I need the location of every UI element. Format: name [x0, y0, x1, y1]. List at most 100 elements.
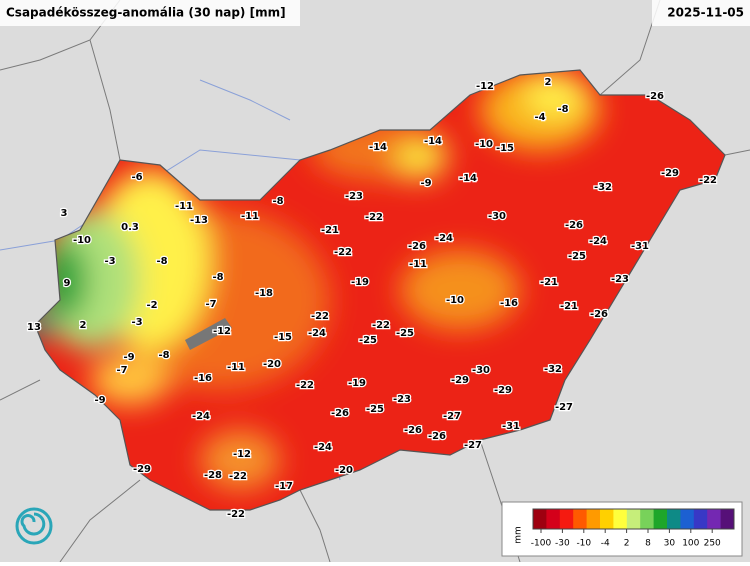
station-value: -8	[272, 196, 283, 207]
title-box	[0, 0, 300, 26]
station-value: -29	[451, 375, 469, 386]
legend-tick-label: 8	[645, 539, 651, 549]
station-value: -2	[146, 300, 157, 311]
station-value: -26	[408, 241, 426, 252]
station-value: -26	[590, 309, 608, 320]
station-value: -11	[409, 259, 427, 270]
legend-tick-label: 250	[704, 539, 721, 549]
station-value: -7	[205, 299, 216, 310]
legend-frame	[532, 508, 735, 530]
station-value: -8	[156, 256, 167, 267]
station-labels: -12 2-8-4-26-14-14 -10 -15-29-22-6-9 -14-32-…	[26, 76, 719, 522]
station-value: -21	[560, 301, 578, 312]
station-value: -25	[396, 328, 414, 339]
station-value: -20	[335, 465, 353, 476]
station-value: -26	[331, 408, 349, 419]
legend-tick-label: -30	[555, 539, 570, 549]
station-value: -27	[464, 440, 482, 451]
legend-tick-label: 2	[624, 539, 630, 549]
station-value: -14	[424, 136, 442, 147]
station-value: -4	[534, 112, 545, 123]
station-value: -7	[116, 365, 127, 376]
station-value: -28	[204, 470, 222, 481]
station-value: -14	[459, 173, 477, 184]
legend-swatch	[573, 509, 588, 529]
station-value: -22	[311, 311, 329, 322]
station-value: -21	[540, 277, 558, 288]
station-value: 0.3	[121, 222, 139, 233]
station-value: -13	[190, 215, 208, 226]
station-value: -32	[544, 364, 562, 375]
station-value: 13	[27, 322, 41, 333]
station-value: -31	[631, 241, 649, 252]
legend-tick-label: 30	[664, 539, 676, 549]
station-value: -24	[308, 328, 326, 339]
station-value: -23	[393, 394, 411, 405]
legend-unit: mm	[514, 526, 524, 544]
station-value: -29	[494, 385, 512, 396]
station-value: -22	[229, 471, 247, 482]
station-value: 2	[545, 77, 552, 88]
station-value: -11	[175, 201, 193, 212]
legend-swatch	[640, 509, 655, 529]
station-value: -22	[227, 509, 245, 520]
station-value: -12	[476, 81, 494, 92]
legend-swatch	[693, 509, 708, 529]
station-value: -24	[314, 442, 332, 453]
station-value: -24	[192, 411, 210, 422]
station-value: -9	[420, 178, 431, 189]
station-value: -12	[213, 326, 231, 337]
legend-swatch	[626, 509, 641, 529]
station-value: -27	[443, 411, 461, 422]
station-value: -11	[241, 211, 259, 222]
legend-swatch	[707, 509, 722, 529]
station-value: -10	[446, 295, 464, 306]
station-value: -16	[500, 298, 518, 309]
station-value: -24	[435, 233, 453, 244]
legend-swatch	[600, 509, 614, 529]
legend-swatch	[546, 509, 561, 529]
legend-swatch	[667, 509, 681, 529]
station-value: -30	[488, 211, 506, 222]
station-value: -26	[646, 91, 664, 102]
station-value: -24	[589, 236, 607, 247]
station-value: -18	[255, 288, 273, 299]
title: Csapadékösszeg-anomália (30 nap) [mm]	[6, 6, 286, 20]
station-value: -16	[194, 373, 212, 384]
legend-swatch	[586, 509, 601, 529]
legend-swatch	[533, 509, 547, 529]
legend-tick-label: -4	[601, 539, 610, 549]
station-value: -14	[369, 142, 387, 153]
station-value: -8	[212, 272, 223, 283]
station-value: 9	[64, 278, 71, 289]
station-value: -8	[158, 350, 169, 361]
station-value: -22	[334, 247, 352, 258]
station-value: -19	[351, 277, 369, 288]
legend: -100 -30 -10 -4 2 8 30 100 250	[531, 508, 735, 549]
station-value: 2	[80, 320, 87, 331]
legend-swatch	[653, 509, 668, 529]
station-value: -17	[275, 481, 293, 492]
station-value: -27	[555, 402, 573, 413]
date: 2025-11-05	[667, 6, 744, 20]
legend-tick-label: -100	[531, 539, 552, 549]
station-value: -11	[227, 362, 245, 373]
station-value: -22	[365, 212, 383, 223]
station-value: -3	[131, 317, 142, 328]
station-value: -32	[594, 182, 612, 193]
legend-swatch	[559, 509, 574, 529]
station-value: 3	[61, 208, 68, 219]
legend-swatch	[720, 509, 735, 529]
station-value: -22	[296, 380, 314, 391]
station-value: -15	[496, 143, 514, 154]
station-value: -8	[557, 104, 568, 115]
legend-swatch	[680, 509, 695, 529]
station-value: -29	[661, 168, 679, 179]
station-value: -19	[348, 378, 366, 389]
lake	[185, 318, 232, 350]
station-value: -23	[345, 191, 363, 202]
station-value: -21	[321, 225, 339, 236]
station-value: -12	[233, 449, 251, 460]
